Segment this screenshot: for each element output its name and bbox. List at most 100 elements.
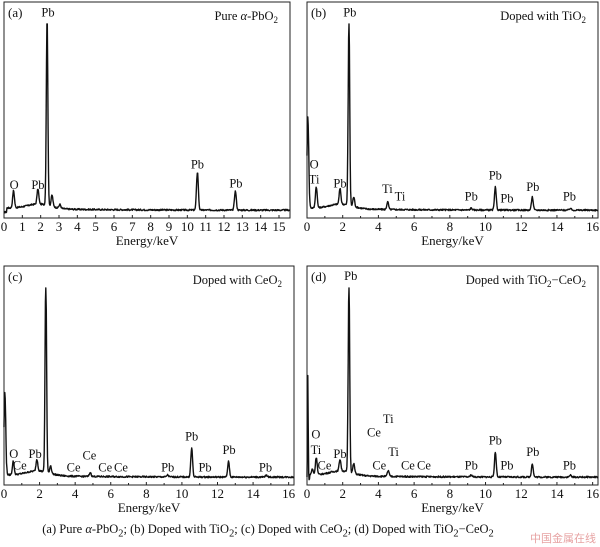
x-tick-label: 9 xyxy=(166,219,173,234)
x-axis-label: Energy/keV xyxy=(421,233,484,248)
x-tick-label: 16 xyxy=(586,486,600,501)
x-tick-label: 11 xyxy=(199,219,212,234)
x-axis-label: Energy/keV xyxy=(118,500,181,515)
x-tick-label: 16 xyxy=(586,219,600,234)
peak-label: Pb xyxy=(526,180,539,194)
panel-b: 0 2 4 6 8 10 12 14 16 Energy/keV (b) Doped with TiO… xyxy=(304,1,600,248)
peak-label: Pb xyxy=(563,458,576,472)
peak-label: Pb xyxy=(333,176,346,190)
x-tick-label: 10 xyxy=(181,219,194,234)
x-tick-label: 0 xyxy=(1,486,8,501)
peak-label: Ce xyxy=(401,458,415,472)
peak-label: Pb xyxy=(563,190,576,204)
caption-sub: 2 xyxy=(453,528,459,540)
panel-label: (a) xyxy=(8,5,22,20)
peak-label: Ti xyxy=(383,412,394,426)
peak-label: Ce xyxy=(13,458,27,472)
peak-label: Pb xyxy=(526,445,539,459)
peak-label: Pb xyxy=(198,460,211,474)
peak-label: Ti xyxy=(382,182,393,196)
spectrum-line xyxy=(306,287,599,481)
x-tick-label: 5 xyxy=(92,219,99,234)
panel-label: (b) xyxy=(311,5,326,20)
x-tick-label: 0 xyxy=(1,219,8,234)
x-tick-label: 6 xyxy=(411,486,418,501)
x-tick-label: 12 xyxy=(211,486,224,501)
peak-label: Pb xyxy=(489,433,502,447)
x-axis-label: Energy/keV xyxy=(116,233,179,248)
peak-label: O xyxy=(310,157,319,171)
x-axis-label: Energy/keV xyxy=(421,500,484,515)
peak-label: Pb xyxy=(500,192,513,206)
peak-label: Ce xyxy=(114,460,128,474)
peak-label: Pb xyxy=(344,269,357,283)
panel-title: Doped with TiO2 xyxy=(500,9,586,25)
peak-label: Pb xyxy=(465,458,478,472)
peak-label: Ce xyxy=(82,449,96,463)
x-tick-label: 6 xyxy=(411,219,418,234)
peak-label: Pb xyxy=(229,176,242,190)
peak-label: Pb xyxy=(259,460,272,474)
panel-d: 0 2 4 6 8 10 12 14 16 Energy/keV (d) Doped with TiO… xyxy=(304,265,600,515)
peak-label: Ti xyxy=(395,190,406,204)
peak-label: Pb xyxy=(343,5,356,19)
x-tick-label: 14 xyxy=(247,486,261,501)
x-tick-label: 0 xyxy=(304,486,311,501)
caption-sub: 2 xyxy=(488,528,494,540)
x-tick-label: 6 xyxy=(107,486,114,501)
peak-label: Ce xyxy=(417,458,431,472)
figure-caption: (a) Pure α-PbO2; (b) Doped with TiO2; (c… xyxy=(0,522,600,540)
spectrum-line xyxy=(306,23,599,212)
peak-label: Ce xyxy=(367,426,381,440)
panel-label: (d) xyxy=(311,269,326,284)
peak-label: O xyxy=(311,427,320,441)
peak-label: Pb xyxy=(465,190,478,204)
x-tick-label: 2 xyxy=(339,486,346,501)
x-tick-label: 10 xyxy=(479,486,492,501)
caption-alpha: α xyxy=(85,522,92,536)
x-tick-label: 4 xyxy=(375,219,382,234)
x-tick-label: 10 xyxy=(479,219,492,234)
peak-label: Ti xyxy=(388,445,399,459)
caption-b: ; (b) Doped with TiO xyxy=(123,522,230,536)
panel-title: Pure α-PbO2 xyxy=(214,9,278,25)
peak-label: Pb xyxy=(191,157,204,171)
caption-a-prefix: (a) Pure xyxy=(42,522,86,536)
caption-c: ; (c) Doped with CeO xyxy=(234,522,343,536)
peak-label: Pb xyxy=(222,443,235,457)
caption-sub: 2 xyxy=(118,528,124,540)
plot-frame xyxy=(3,1,291,219)
x-tick-label: 15 xyxy=(273,219,286,234)
x-tick-label: 4 xyxy=(375,486,382,501)
panel-title: Doped with CeO2 xyxy=(193,273,282,289)
caption-d: ; (d) Doped with TiO xyxy=(347,522,454,536)
x-tick-label: 8 xyxy=(447,486,454,501)
x-tick-label: 7 xyxy=(129,219,136,234)
watermark: 中国金属在线 xyxy=(530,532,596,545)
peak-label: Ti xyxy=(309,173,320,187)
caption-d-tail: −CeO xyxy=(458,522,489,536)
peak-label: Ce xyxy=(98,460,112,474)
caption-a-rest: -PbO xyxy=(91,522,119,536)
x-tick-label: 6 xyxy=(111,219,118,234)
x-tick-label: 0 xyxy=(304,219,311,234)
x-tick-label: 3 xyxy=(56,219,63,234)
x-tick-label: 16 xyxy=(282,486,296,501)
x-tick-label: 2 xyxy=(37,219,44,234)
peak-label: Pb xyxy=(489,169,502,183)
x-tick-label: 14 xyxy=(550,486,564,501)
x-tick-label: 12 xyxy=(218,219,231,234)
x-tick-label: 8 xyxy=(447,219,454,234)
peak-label: Ce xyxy=(372,458,386,472)
x-tick-label: 13 xyxy=(236,219,249,234)
peak-label: Pb xyxy=(41,5,54,19)
panel-label: (c) xyxy=(8,269,22,284)
peak-label: O xyxy=(9,447,18,461)
x-tick-label: 14 xyxy=(254,219,268,234)
peak-label: Pb xyxy=(185,429,198,443)
peak-label: Ti xyxy=(311,443,322,457)
panel-title: Doped with TiO2−CeO2 xyxy=(466,273,586,289)
caption-text: (a) Pure α-PbO2; (b) Doped with TiO2; (c… xyxy=(42,522,493,540)
